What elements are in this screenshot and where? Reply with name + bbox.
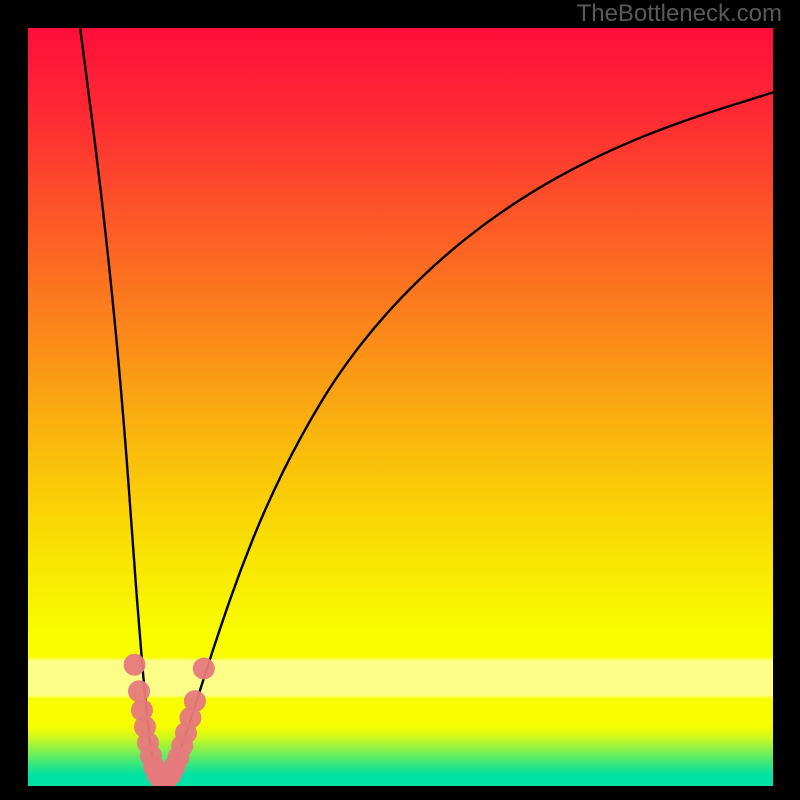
data-marker bbox=[193, 658, 215, 680]
data-marker bbox=[128, 680, 150, 702]
data-marker bbox=[124, 654, 146, 676]
plot-area bbox=[28, 28, 773, 786]
bottleneck-chart bbox=[28, 28, 773, 786]
data-marker bbox=[184, 690, 206, 712]
watermark-text: TheBottleneck.com bbox=[577, 0, 782, 28]
